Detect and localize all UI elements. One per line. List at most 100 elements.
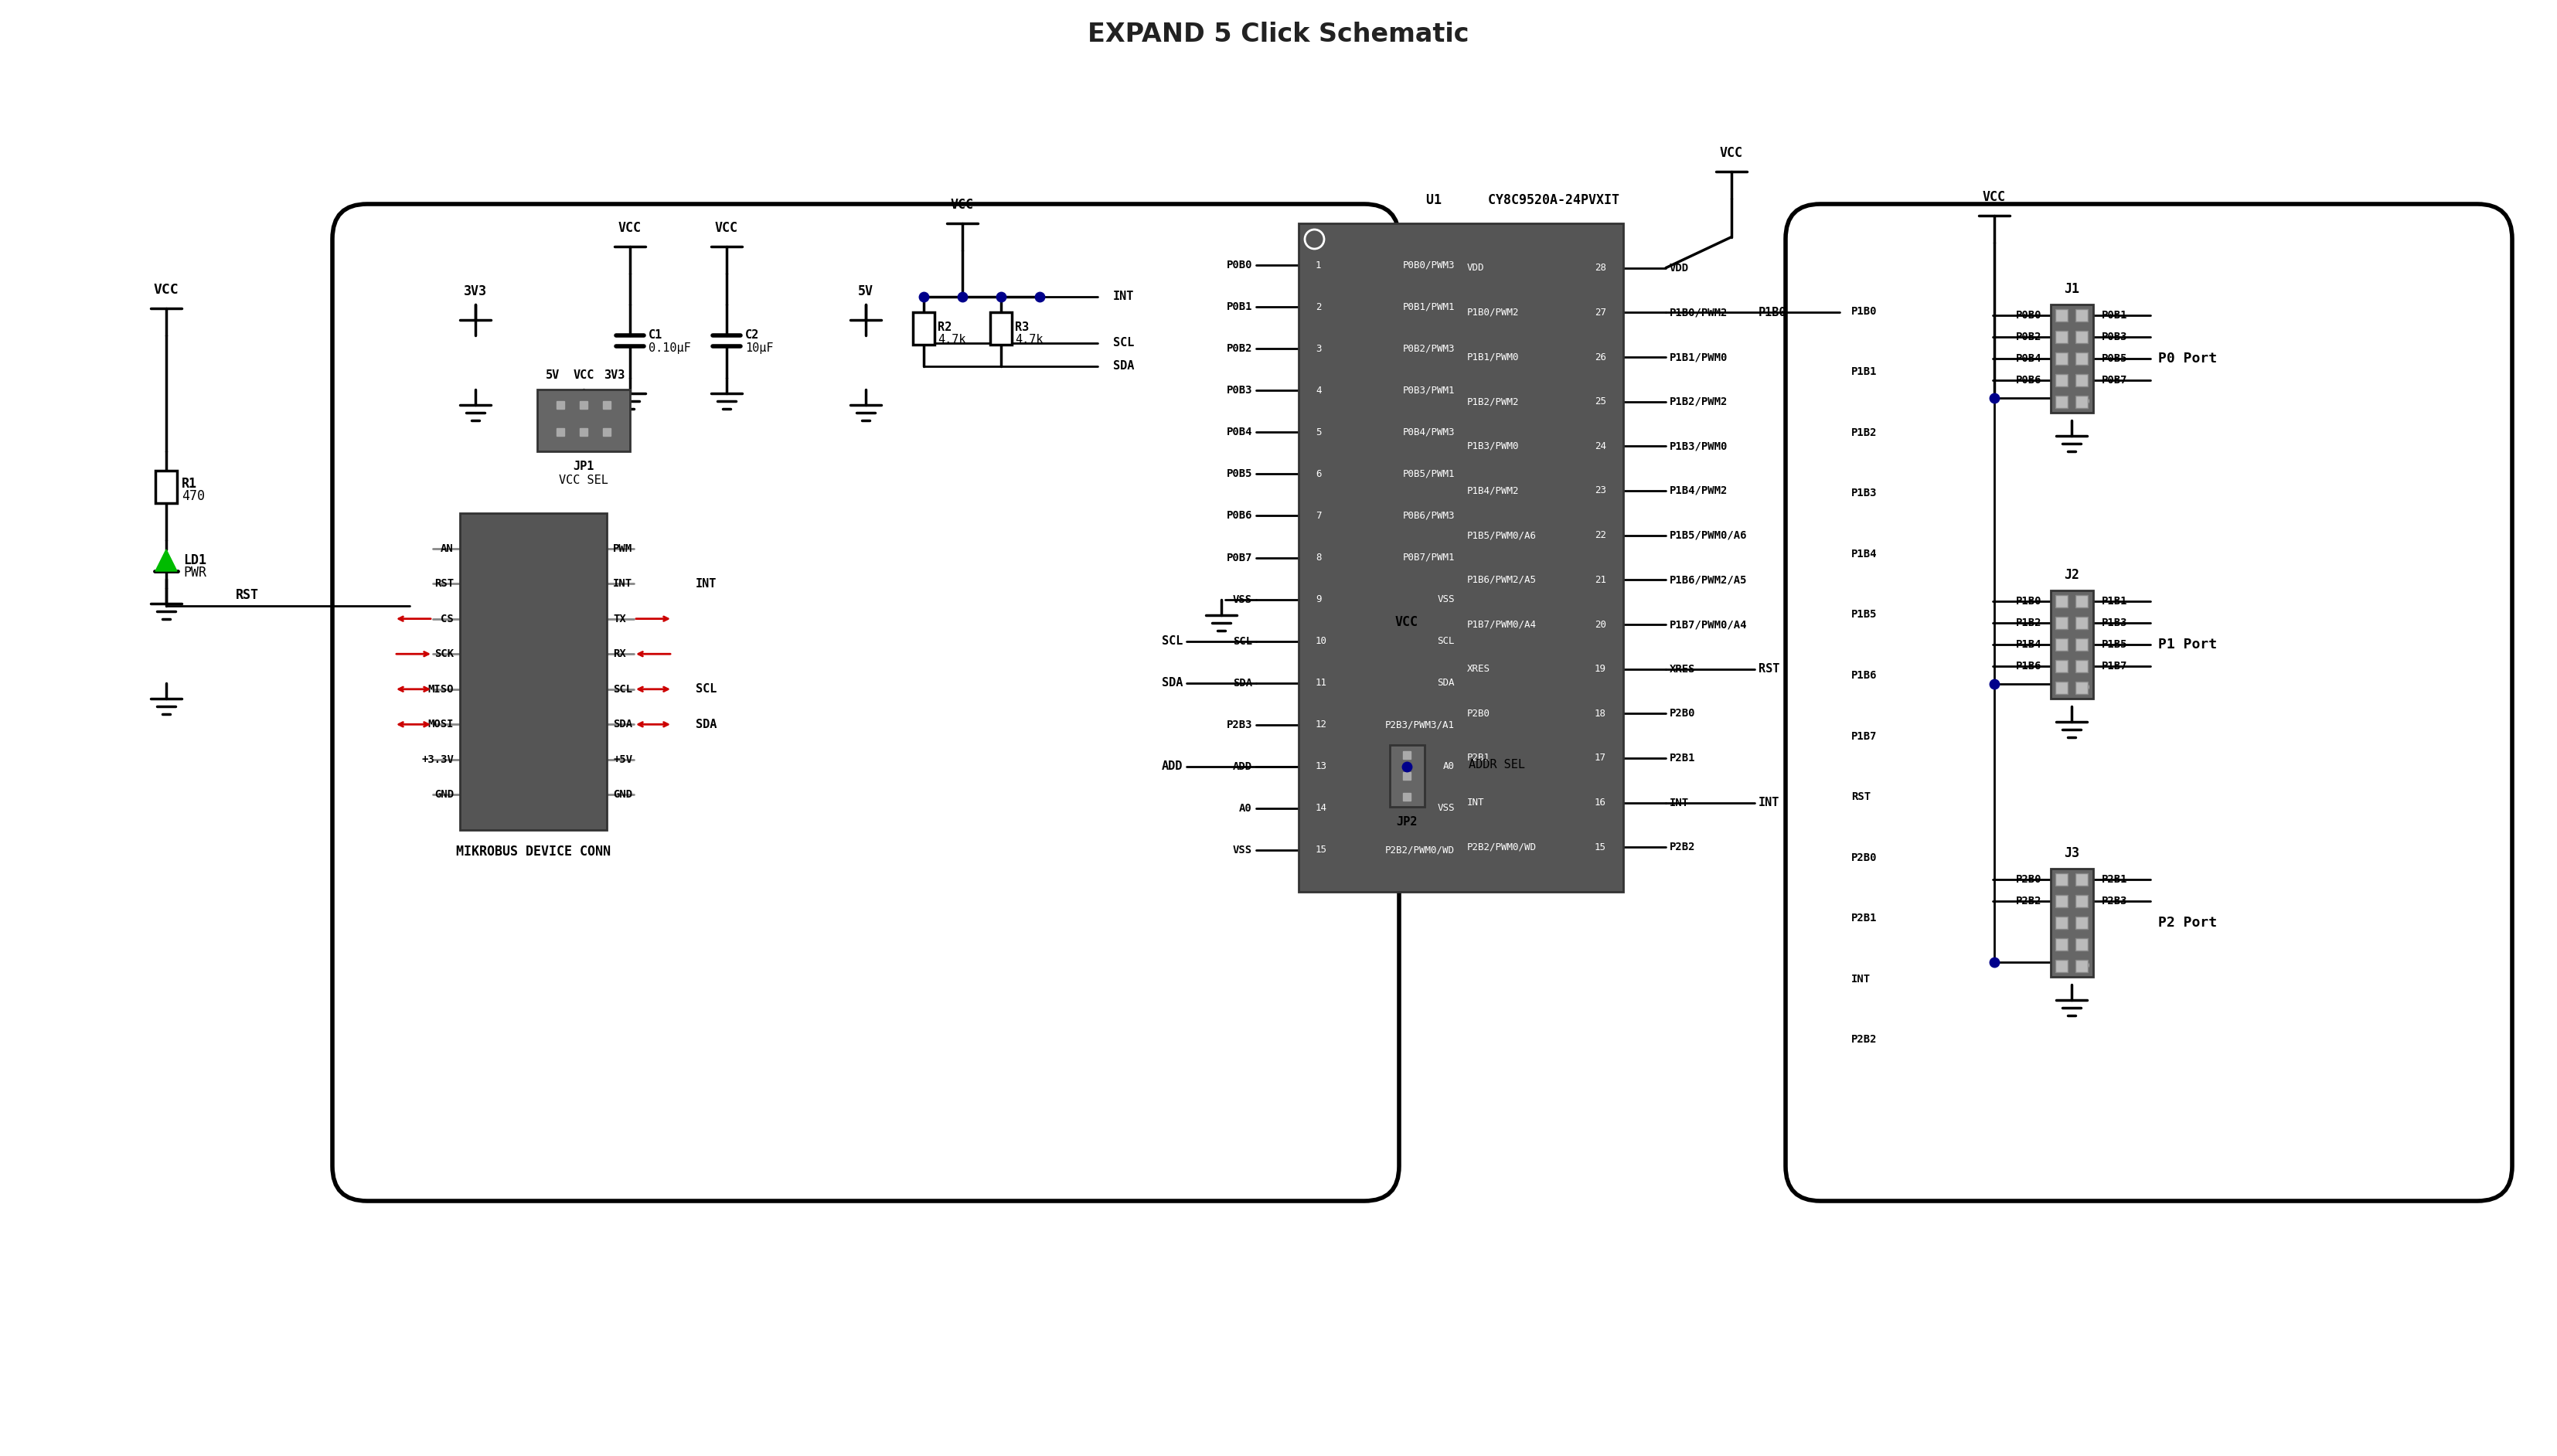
Bar (2056, 374, 2069, 386)
Text: P0B0: P0B0 (2015, 310, 2040, 320)
Text: 5: 5 (1317, 427, 1322, 437)
Text: SCL: SCL (696, 683, 716, 695)
Text: P0B6: P0B6 (2015, 374, 2040, 386)
Text: P1B1/PWM0: P1B1/PWM0 (1670, 352, 1729, 363)
Text: XRES: XRES (1468, 664, 1491, 674)
Text: P1B7/PWM0/A4: P1B7/PWM0/A4 (1468, 619, 1537, 629)
Bar (2076, 895, 2089, 907)
Text: 7: 7 (2056, 662, 2061, 670)
Text: P0B4: P0B4 (2015, 354, 2040, 364)
Bar (537, 390, 629, 451)
Text: SDA: SDA (1161, 677, 1184, 689)
Text: 26: 26 (1596, 352, 1606, 363)
Text: PWR: PWR (184, 566, 207, 579)
Text: VSS: VSS (1437, 594, 1455, 604)
Text: PWM: PWM (614, 543, 632, 553)
Text: P2B0: P2B0 (1468, 709, 1491, 719)
Text: P0 Port: P0 Port (2158, 352, 2217, 365)
Text: VCC: VCC (1396, 616, 1419, 629)
Text: P2B3/PWM3/A1: P2B3/PWM3/A1 (1386, 719, 1455, 729)
Text: P1B4: P1B4 (1851, 549, 1877, 559)
Text: P1B4: P1B4 (2015, 639, 2040, 649)
Text: P2B2/PWM0/WD: P2B2/PWM0/WD (1468, 842, 1537, 852)
Text: P0B6: P0B6 (1227, 511, 1253, 521)
Text: 6: 6 (2081, 919, 2087, 926)
Text: 23: 23 (1596, 486, 1606, 495)
Bar (2076, 681, 2089, 695)
Text: P2B3: P2B3 (1227, 719, 1253, 729)
Text: 3: 3 (2056, 333, 2061, 341)
Text: ADD: ADD (1161, 760, 1184, 772)
Text: 18: 18 (1596, 709, 1606, 719)
Text: 3V3: 3V3 (603, 370, 624, 381)
Text: 5V: 5V (859, 284, 874, 298)
Text: INT: INT (1759, 796, 1780, 808)
Text: INT: INT (1468, 798, 1486, 808)
Text: P0B5: P0B5 (1227, 469, 1253, 479)
Bar (2051, 869, 2094, 977)
Text: JP2: JP2 (1396, 817, 1417, 828)
Text: P1B2: P1B2 (2015, 617, 2040, 629)
Text: P1B1: P1B1 (1851, 367, 1877, 377)
Text: J1: J1 (2063, 282, 2079, 296)
Text: P2B2: P2B2 (1851, 1034, 1877, 1045)
Text: P2B1: P2B1 (1468, 753, 1491, 763)
Text: 9: 9 (2056, 684, 2061, 692)
Text: VCC: VCC (951, 198, 974, 211)
Bar (460, 513, 606, 830)
Text: VCC: VCC (153, 282, 179, 297)
Text: P1B7: P1B7 (2102, 661, 2127, 671)
Text: P2B1: P2B1 (1670, 753, 1695, 763)
Text: 3: 3 (2056, 897, 2061, 906)
Text: 15: 15 (1317, 844, 1327, 855)
Text: SDA: SDA (1437, 678, 1455, 687)
Text: 4: 4 (2081, 897, 2087, 906)
Text: 8: 8 (2081, 662, 2087, 670)
Text: P0B3: P0B3 (1227, 384, 1253, 396)
Bar (2076, 874, 2089, 885)
Text: P1B6: P1B6 (2015, 661, 2040, 671)
Bar (2056, 660, 2069, 673)
Text: 13: 13 (1317, 761, 1327, 772)
Bar (1391, 745, 1424, 807)
Text: P2B1: P2B1 (1851, 913, 1877, 923)
Text: 20: 20 (1596, 619, 1606, 629)
Text: VDD: VDD (1670, 262, 1690, 274)
Text: 22: 22 (1596, 530, 1606, 540)
Text: P2B1: P2B1 (2102, 874, 2127, 885)
Text: 10: 10 (2079, 684, 2089, 692)
Text: 3: 3 (1317, 344, 1322, 354)
Text: VCC: VCC (1982, 191, 2005, 204)
Text: EXPAND 5 Click Schematic: EXPAND 5 Click Schematic (1087, 22, 1470, 47)
Text: P1B7: P1B7 (1851, 731, 1877, 741)
Text: VSS: VSS (1437, 804, 1455, 814)
Text: P2B0: P2B0 (1851, 852, 1877, 863)
Text: INT: INT (614, 578, 632, 590)
Text: SCK: SCK (435, 648, 453, 660)
Text: RST: RST (1851, 792, 1872, 802)
Text: A0: A0 (1240, 802, 1253, 814)
Bar (2076, 617, 2089, 629)
Text: VDD: VDD (1468, 264, 1486, 272)
Text: AN: AN (440, 543, 453, 553)
Text: MOSI: MOSI (427, 719, 453, 729)
Text: P0B0: P0B0 (1227, 259, 1253, 271)
Text: P1 Port: P1 Port (2158, 638, 2217, 651)
Text: 2: 2 (2081, 597, 2087, 606)
Text: 12: 12 (1317, 719, 1327, 729)
Bar (156, 470, 176, 504)
Bar (2056, 309, 2069, 322)
Text: INT: INT (1670, 798, 1690, 808)
Text: P0B5/PWM1: P0B5/PWM1 (1404, 469, 1455, 479)
Text: 15: 15 (1596, 842, 1606, 852)
Bar (2056, 960, 2069, 973)
Text: MIKROBUS DEVICE CONN: MIKROBUS DEVICE CONN (455, 844, 611, 859)
Text: SCL: SCL (1161, 635, 1184, 646)
Text: P1B7/PWM0/A4: P1B7/PWM0/A4 (1670, 619, 1746, 630)
Text: P1B4/PWM2: P1B4/PWM2 (1670, 485, 1729, 496)
Text: P0B1: P0B1 (2102, 310, 2127, 320)
Text: VCC SEL: VCC SEL (560, 475, 609, 486)
Text: P1B3/PWM0: P1B3/PWM0 (1670, 441, 1729, 451)
Text: VSS: VSS (1232, 844, 1253, 856)
Text: 9: 9 (2056, 397, 2061, 406)
